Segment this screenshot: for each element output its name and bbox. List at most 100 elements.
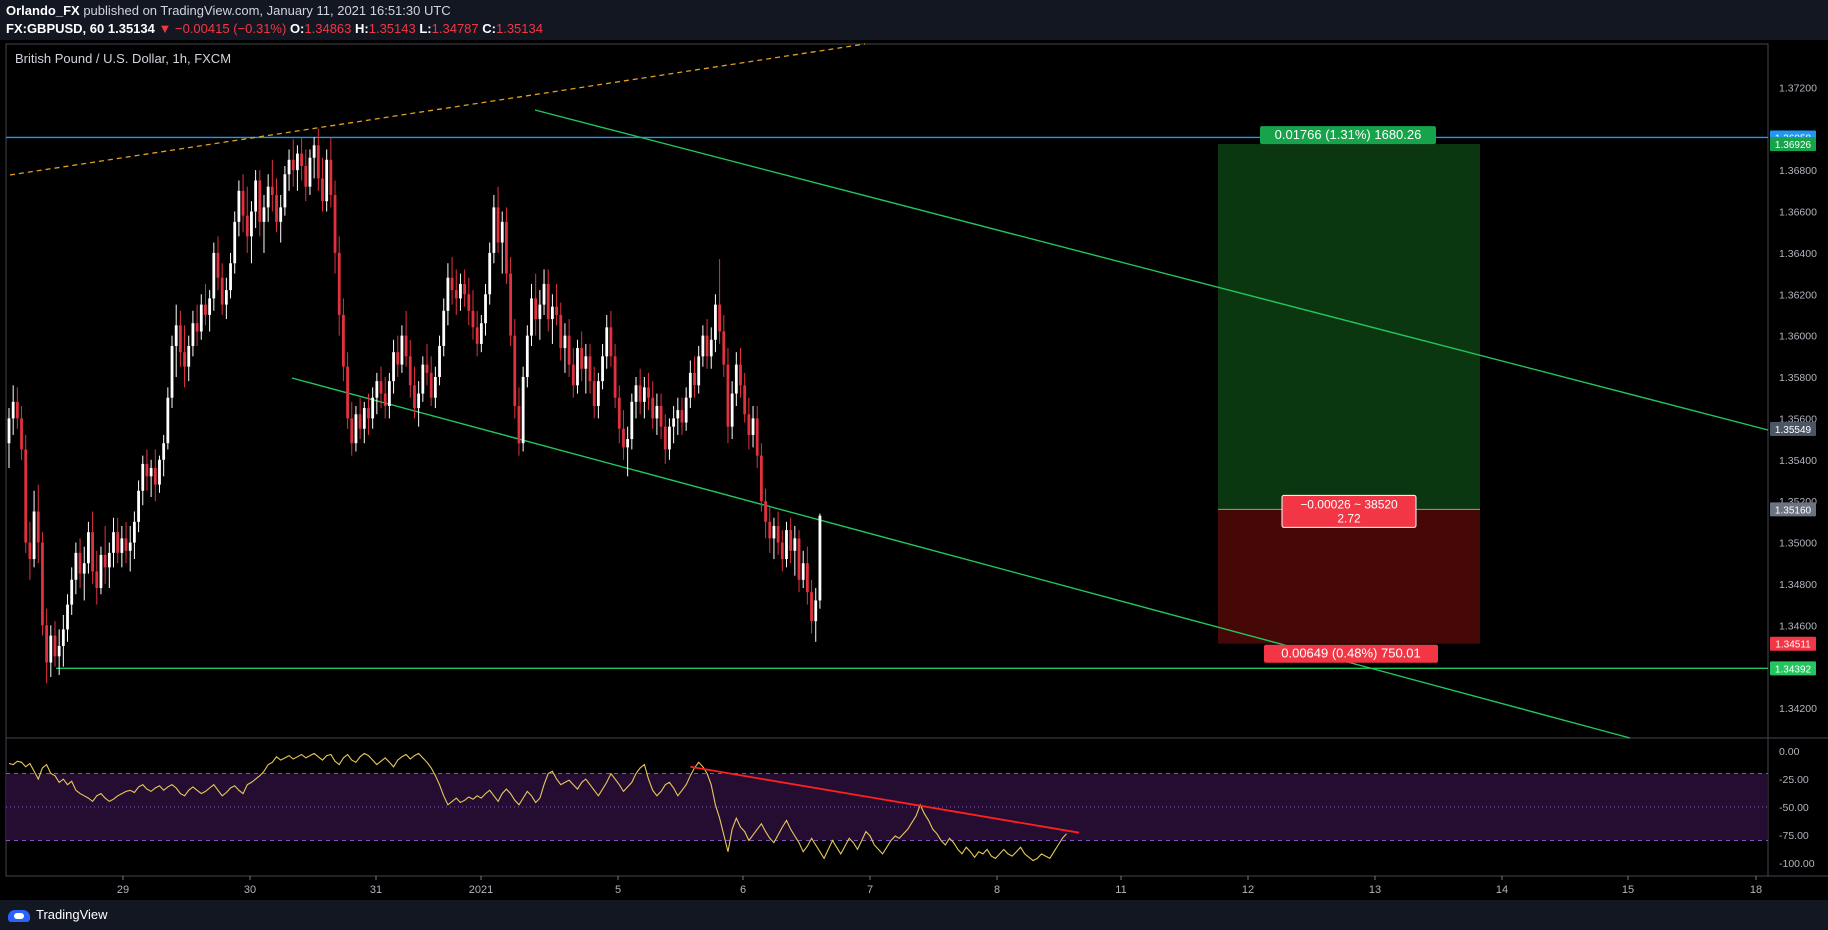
candle[interactable] [500, 211, 504, 274]
candle[interactable] [287, 149, 291, 191]
candle[interactable] [387, 372, 391, 419]
candle[interactable] [425, 343, 429, 386]
candle[interactable] [78, 538, 82, 589]
candle[interactable] [24, 434, 28, 553]
candle[interactable] [567, 319, 571, 378]
candle[interactable] [588, 343, 592, 394]
candle[interactable] [183, 325, 186, 388]
candle[interactable] [743, 372, 747, 423]
candle[interactable] [174, 304, 178, 378]
candle[interactable] [404, 310, 408, 367]
candle[interactable] [87, 521, 90, 574]
candle[interactable] [688, 360, 692, 409]
candle[interactable] [99, 546, 103, 595]
candle[interactable] [814, 588, 818, 642]
tradingview-brand[interactable]: TradingView [8, 907, 108, 922]
candle[interactable] [212, 242, 216, 311]
candle[interactable] [450, 257, 454, 305]
candle[interactable] [709, 327, 713, 369]
candle[interactable] [718, 259, 721, 344]
candle[interactable] [220, 263, 224, 315]
candle[interactable] [546, 269, 550, 332]
candle[interactable] [542, 269, 546, 315]
candle[interactable] [400, 325, 404, 373]
candle[interactable] [701, 325, 705, 367]
candle[interactable] [505, 207, 508, 284]
candle[interactable] [245, 186, 249, 253]
candle[interactable] [233, 211, 237, 274]
candle[interactable] [734, 352, 738, 406]
candle[interactable] [613, 343, 617, 409]
candle[interactable] [789, 517, 793, 564]
candle[interactable] [291, 139, 295, 187]
candle[interactable] [66, 594, 69, 642]
candle[interactable] [145, 449, 149, 491]
candle[interactable] [195, 304, 199, 346]
candle[interactable] [358, 397, 362, 440]
candle[interactable] [7, 408, 11, 469]
candle[interactable] [329, 137, 333, 208]
candle[interactable] [768, 505, 772, 553]
candle[interactable] [70, 567, 74, 615]
candle[interactable] [187, 335, 191, 382]
candle[interactable] [471, 290, 475, 340]
candle[interactable] [571, 348, 575, 398]
candle[interactable] [266, 174, 270, 222]
candlestick-series[interactable] [7, 128, 822, 684]
candle[interactable] [270, 159, 274, 212]
candle[interactable] [793, 525, 797, 576]
candle[interactable] [304, 149, 308, 202]
candle[interactable] [20, 405, 23, 460]
candle[interactable] [517, 387, 521, 456]
candle[interactable] [32, 490, 36, 568]
channel-upper-line[interactable] [534, 109, 1769, 431]
candle[interactable] [785, 521, 788, 568]
candle[interactable] [237, 180, 241, 237]
candle[interactable] [158, 455, 161, 493]
candle[interactable] [133, 511, 136, 560]
candle[interactable] [342, 298, 345, 382]
candle[interactable] [584, 343, 588, 394]
candle[interactable] [250, 201, 253, 264]
dashed-trendline[interactable] [9, 43, 866, 176]
candle[interactable] [555, 283, 558, 326]
candle[interactable] [57, 629, 61, 675]
candle[interactable] [392, 339, 395, 394]
candle[interactable] [41, 532, 44, 636]
candle[interactable] [199, 294, 203, 340]
candle[interactable] [429, 356, 433, 406]
candle[interactable] [408, 339, 412, 398]
candle[interactable] [296, 145, 299, 191]
candle[interactable] [216, 236, 220, 291]
candle[interactable] [103, 525, 107, 584]
candle[interactable] [149, 459, 153, 498]
candle[interactable] [170, 335, 174, 409]
candle[interactable] [714, 294, 717, 353]
rsi-pane[interactable]: 0.00 -25.00 -50.00 -75.00 -100.00 [6, 746, 1815, 870]
drawing-lines[interactable] [6, 43, 1769, 739]
candle[interactable] [337, 236, 341, 336]
candle[interactable] [705, 319, 709, 369]
candle[interactable] [647, 372, 650, 411]
candle[interactable] [596, 372, 600, 419]
candle[interactable] [755, 405, 759, 469]
candle[interactable] [316, 128, 320, 191]
candle[interactable] [609, 310, 613, 367]
candle[interactable] [559, 302, 563, 361]
rsi-trendline[interactable] [690, 765, 1080, 834]
candle[interactable] [254, 170, 258, 229]
candle[interactable] [262, 194, 266, 253]
candle[interactable] [764, 488, 767, 539]
candle[interactable] [124, 521, 128, 564]
candle[interactable] [153, 449, 157, 502]
candle[interactable] [162, 434, 166, 477]
candle[interactable] [433, 366, 437, 409]
candle[interactable] [112, 517, 115, 568]
candle[interactable] [321, 157, 324, 212]
candle[interactable] [576, 339, 579, 394]
candle[interactable] [580, 331, 584, 382]
candle[interactable] [367, 393, 370, 435]
candle[interactable] [818, 513, 822, 609]
candle[interactable] [538, 290, 542, 340]
candle[interactable] [438, 335, 441, 386]
